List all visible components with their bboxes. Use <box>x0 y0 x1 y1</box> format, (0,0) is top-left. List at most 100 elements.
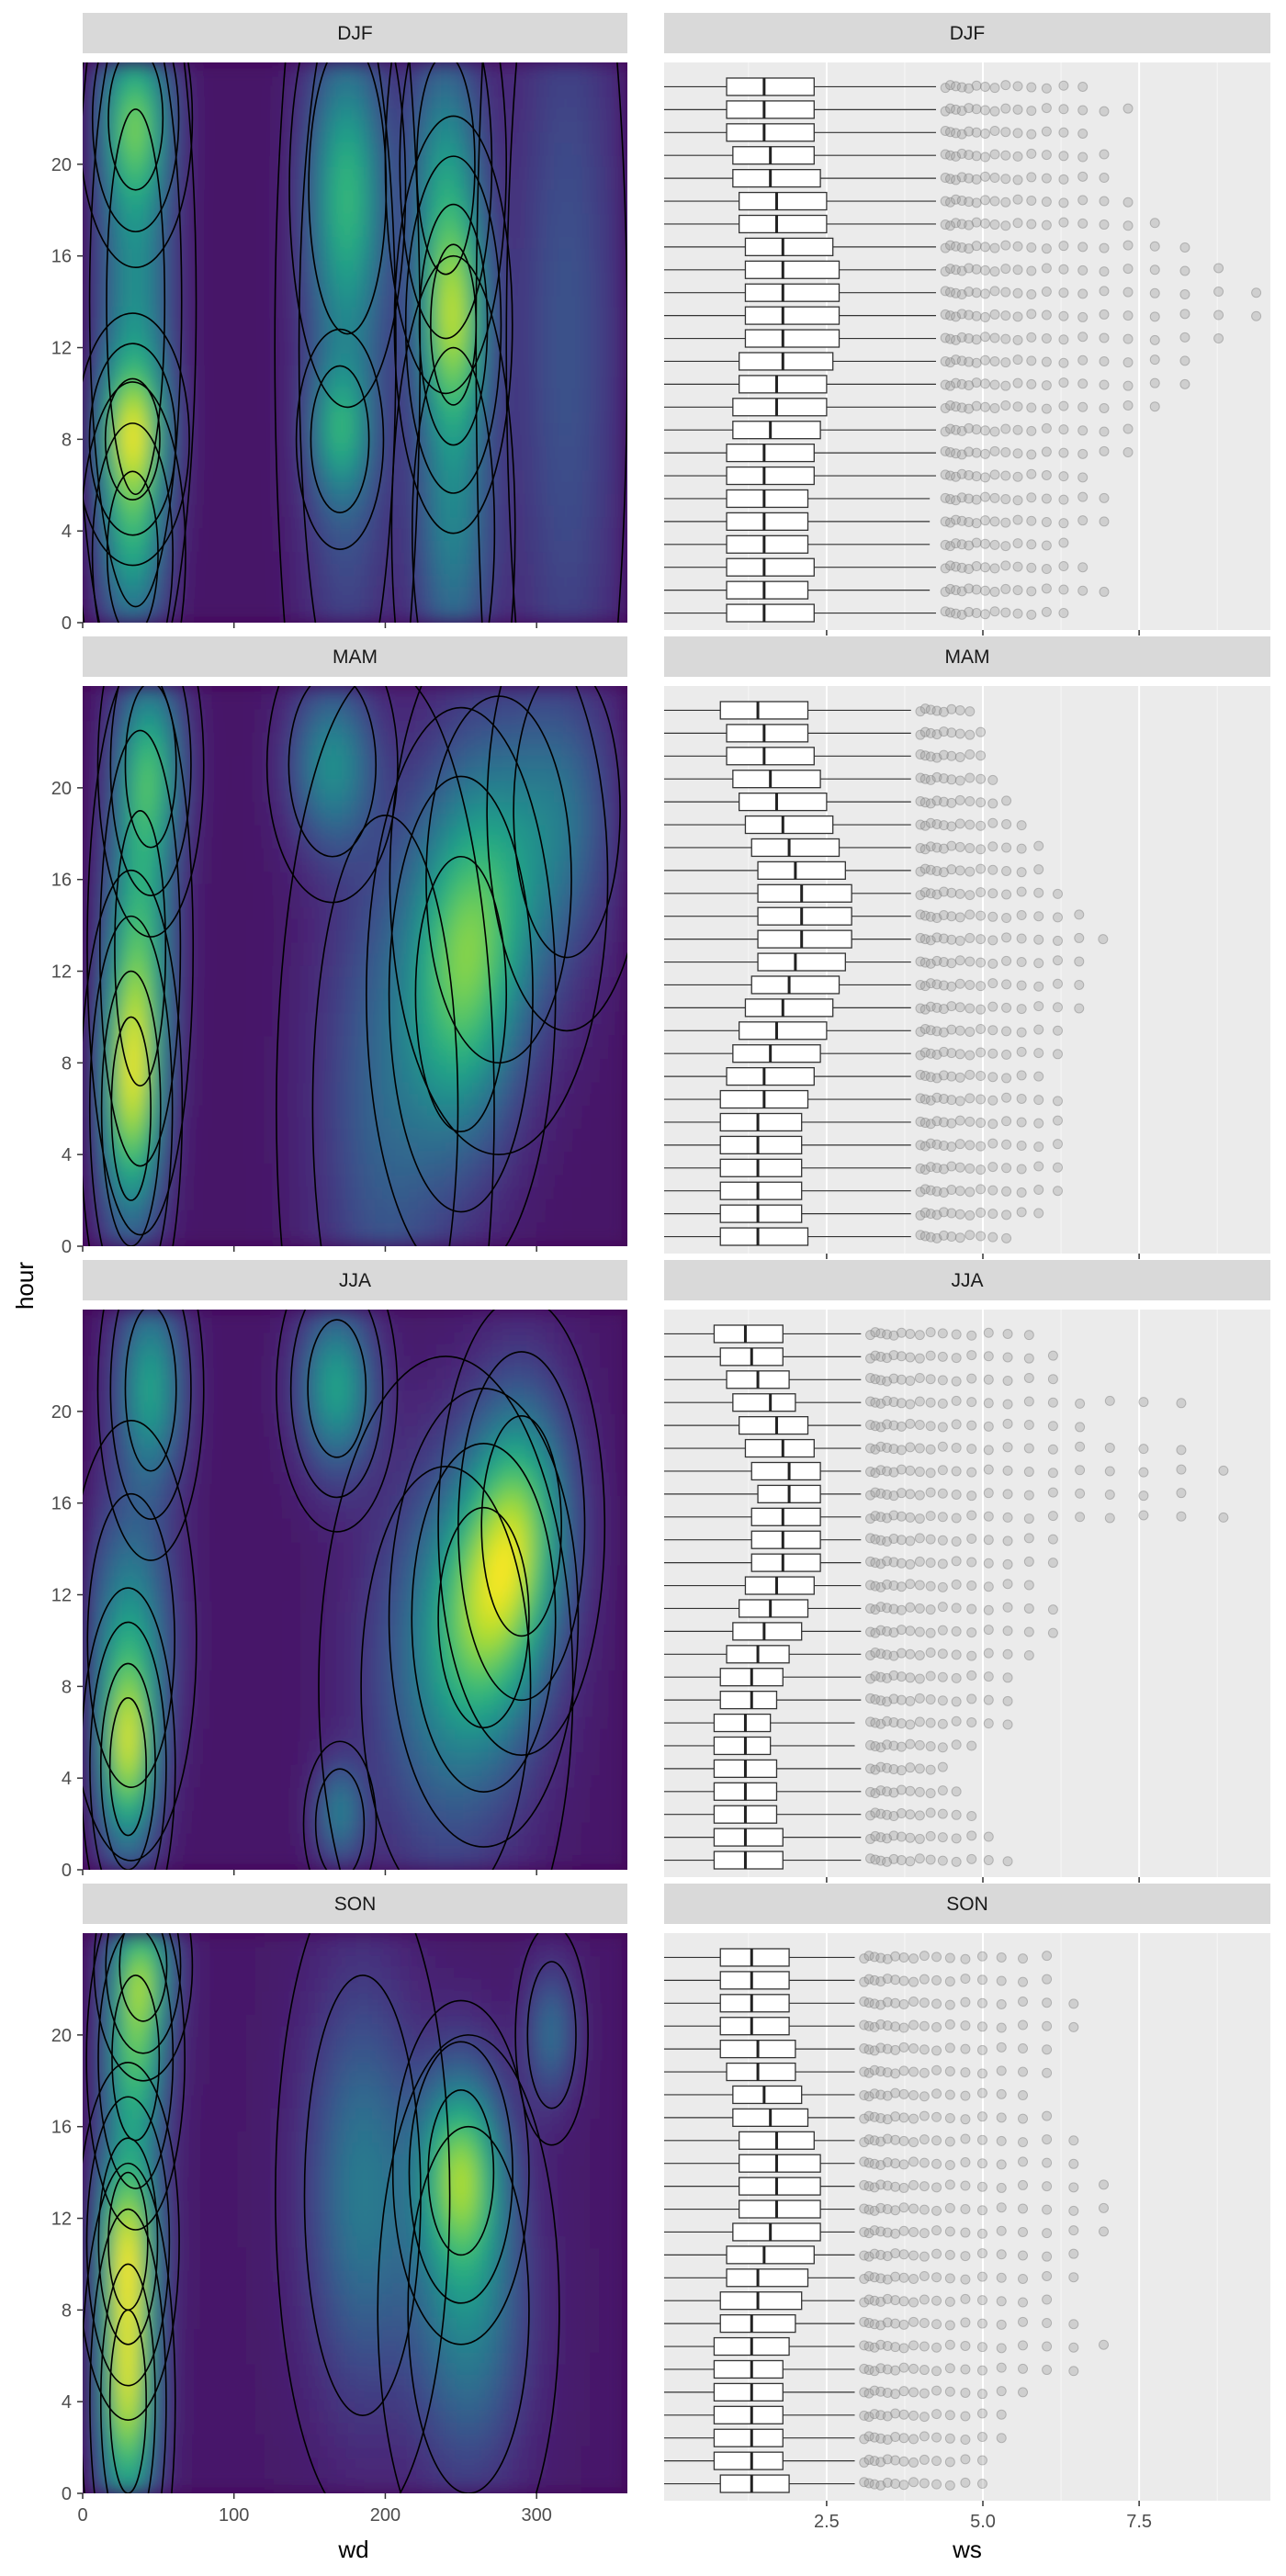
outlier-point <box>932 2433 942 2442</box>
box <box>758 861 845 879</box>
box <box>720 1182 801 1199</box>
y-tick-label: 12 <box>51 962 72 983</box>
outlier-point <box>988 936 998 945</box>
outlier-point <box>906 1400 915 1409</box>
outlier-point <box>1214 287 1224 297</box>
box <box>739 215 827 232</box>
outlier-point <box>997 2089 1006 2098</box>
outlier-point <box>919 2135 929 2144</box>
outlier-point <box>906 1376 915 1385</box>
outlier-point <box>919 2455 929 2464</box>
outlier-point <box>1043 2252 1052 2261</box>
outlier-point <box>1013 515 1022 524</box>
outlier-point <box>1003 1419 1012 1428</box>
outlier-point <box>1017 887 1026 896</box>
outlier-point <box>891 2088 900 2098</box>
outlier-point <box>972 495 981 504</box>
outlier-point <box>1042 127 1051 136</box>
outlier-point <box>1002 1093 1011 1102</box>
outlier-point <box>1013 496 1022 505</box>
outlier-point <box>1027 219 1036 229</box>
outlier-point <box>965 797 975 806</box>
outlier-point <box>897 1719 906 1728</box>
outlier-point <box>1100 446 1109 456</box>
outlier-point <box>1123 104 1133 113</box>
outlier-point <box>1003 1443 1012 1452</box>
outlier-point <box>965 730 975 739</box>
outlier-point <box>972 198 981 208</box>
outlier-point <box>947 888 956 897</box>
outlier-point <box>965 957 975 966</box>
outlier-point <box>891 2045 900 2054</box>
outlier-point <box>955 1163 964 1172</box>
outlier-point <box>926 1648 935 1657</box>
outlier-point <box>1019 2341 1028 2350</box>
outlier-point <box>932 2046 942 2055</box>
outlier-point <box>926 1468 935 1478</box>
outlier-point <box>967 1491 976 1501</box>
outlier-point <box>1034 888 1043 897</box>
outlier-point <box>1034 1142 1043 1152</box>
outlier-point <box>961 2134 970 2143</box>
outlier-point <box>899 2226 908 2235</box>
outlier-point <box>926 1328 935 1337</box>
outlier-point <box>932 2320 942 2329</box>
outlier-point <box>938 1352 947 1361</box>
outlier-point <box>984 1422 993 1431</box>
outlier-point <box>1034 1072 1043 1081</box>
outlier-point <box>1043 2205 1052 2214</box>
outlier-point <box>909 2458 919 2467</box>
outlier-point <box>1017 934 1026 943</box>
outlier-point <box>967 1581 976 1591</box>
outlier-point <box>1027 379 1036 388</box>
outlier-point <box>932 2410 942 2419</box>
y-tick-label: 0 <box>62 1861 72 1881</box>
outlier-point <box>976 751 986 760</box>
outlier-point <box>1059 562 1068 571</box>
box <box>720 1205 801 1222</box>
outlier-point <box>961 2158 970 2167</box>
outlier-point <box>891 2249 900 2258</box>
outlier-point <box>915 1811 924 1820</box>
outlier-point <box>955 1233 964 1243</box>
outlier-point <box>1059 358 1068 367</box>
outlier-point <box>988 889 998 898</box>
outlier-point <box>967 1351 976 1360</box>
box <box>714 1325 783 1343</box>
outlier-point <box>1078 355 1088 365</box>
outlier-point <box>980 563 989 572</box>
outlier-point <box>1150 219 1159 228</box>
outlier-point <box>1013 288 1022 298</box>
outlier-point <box>977 2409 987 2418</box>
outlier-point <box>961 2435 970 2445</box>
outlier-point <box>997 2203 1006 2212</box>
outlier-point <box>1078 379 1088 388</box>
outlier-point <box>1027 469 1036 478</box>
outlier-point <box>984 1352 993 1361</box>
outlier-point <box>947 728 956 737</box>
outlier-point <box>952 1740 961 1749</box>
outlier-point <box>1027 450 1036 459</box>
outlier-point <box>1034 1002 1043 1011</box>
outlier-point <box>891 2409 900 2418</box>
box <box>733 1394 795 1412</box>
outlier-point <box>1053 1116 1062 1125</box>
outlier-point <box>990 446 999 456</box>
outlier-point <box>988 818 998 827</box>
outlier-point <box>899 2344 908 2353</box>
outlier-point <box>1001 448 1010 457</box>
outlier-point <box>1027 149 1036 158</box>
outlier-point <box>932 2226 942 2235</box>
outlier-point <box>919 2366 929 2375</box>
outlier-point <box>938 1399 947 1408</box>
outlier-point <box>1043 2366 1052 2375</box>
outlier-point <box>976 821 986 830</box>
outlier-point <box>945 2137 954 2146</box>
outlier-point <box>1078 516 1088 525</box>
outlier-point <box>1252 311 1261 321</box>
outlier-point <box>1003 1466 1012 1475</box>
outlier-point <box>919 2068 929 2077</box>
outlier-point <box>990 107 999 116</box>
x-tick-label: 7.5 <box>1126 2512 1152 2532</box>
outlier-point <box>1027 196 1036 205</box>
